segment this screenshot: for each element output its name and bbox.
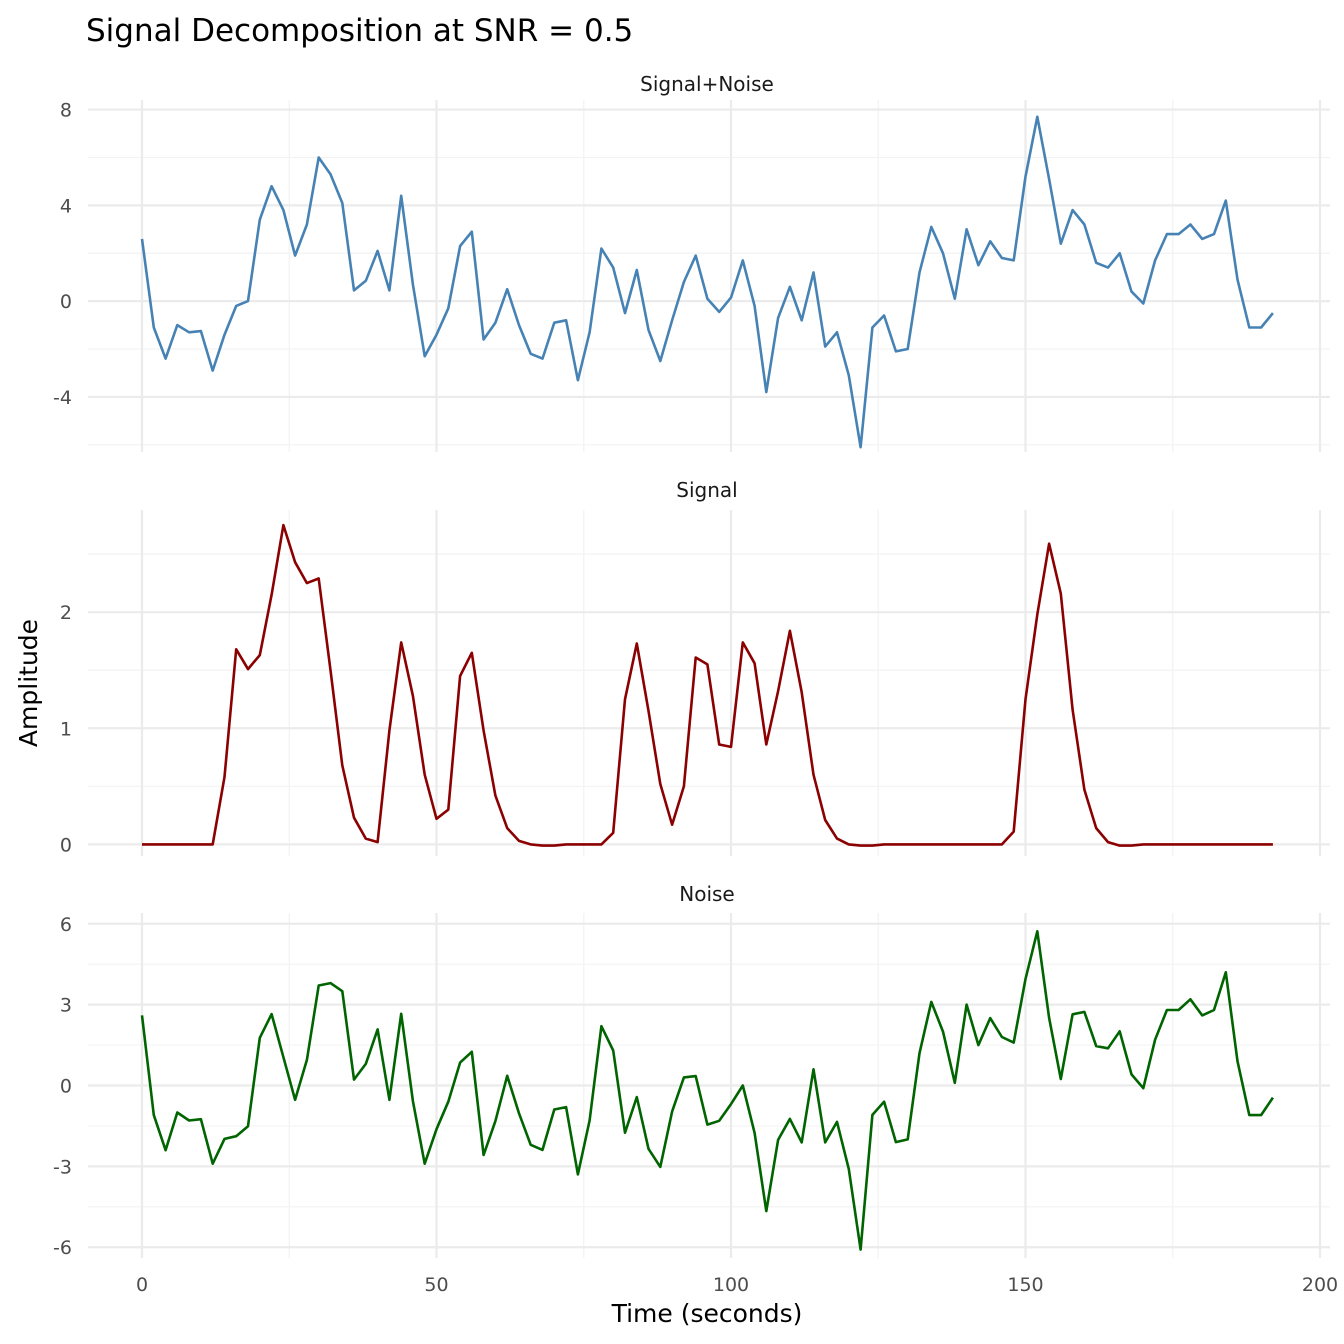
panel-signal: Signal 0 1 2 [60, 478, 1330, 856]
y-tick-label: 6 [60, 914, 72, 936]
y-tick-label: 0 [60, 834, 72, 856]
x-tick-label: 200 [1302, 1274, 1338, 1296]
series-line-signal-noise [140, 115, 1274, 449]
chart-title: Signal Decomposition at SNR = 0.5 [86, 13, 633, 49]
y-tick-label: -6 [53, 1237, 72, 1259]
y-axis-label: Amplitude [14, 619, 43, 747]
facet-strip-label: Noise [679, 882, 734, 906]
y-tick-label: 3 [60, 995, 72, 1017]
panel-noise: Noise -6 -3 0 3 6 0 50 100 150 200 [53, 882, 1338, 1296]
y-tick-label: 0 [60, 291, 72, 313]
y-tick-label: -4 [53, 387, 72, 409]
y-tick-label: 8 [60, 100, 72, 122]
x-axis-label: Time (seconds) [611, 1299, 803, 1328]
y-tick-label: 0 [60, 1076, 72, 1098]
facet-strip-label: Signal+Noise [640, 72, 774, 96]
y-tick-label: -3 [53, 1156, 72, 1178]
y-tick-label: 2 [60, 602, 72, 624]
x-tick-label: 0 [136, 1274, 148, 1296]
series-line-signal [142, 523, 1273, 847]
x-tick-label: 100 [713, 1274, 749, 1296]
y-tick-label: 1 [60, 718, 72, 740]
panel-signal-noise: Signal+Noise -4 0 4 8 [53, 72, 1330, 452]
facet-strip-label: Signal [676, 478, 737, 502]
y-tick-label: 4 [60, 195, 72, 217]
series-line-noise [140, 929, 1274, 1251]
x-tick-label: 150 [1007, 1274, 1043, 1296]
x-tick-label: 50 [424, 1274, 448, 1296]
